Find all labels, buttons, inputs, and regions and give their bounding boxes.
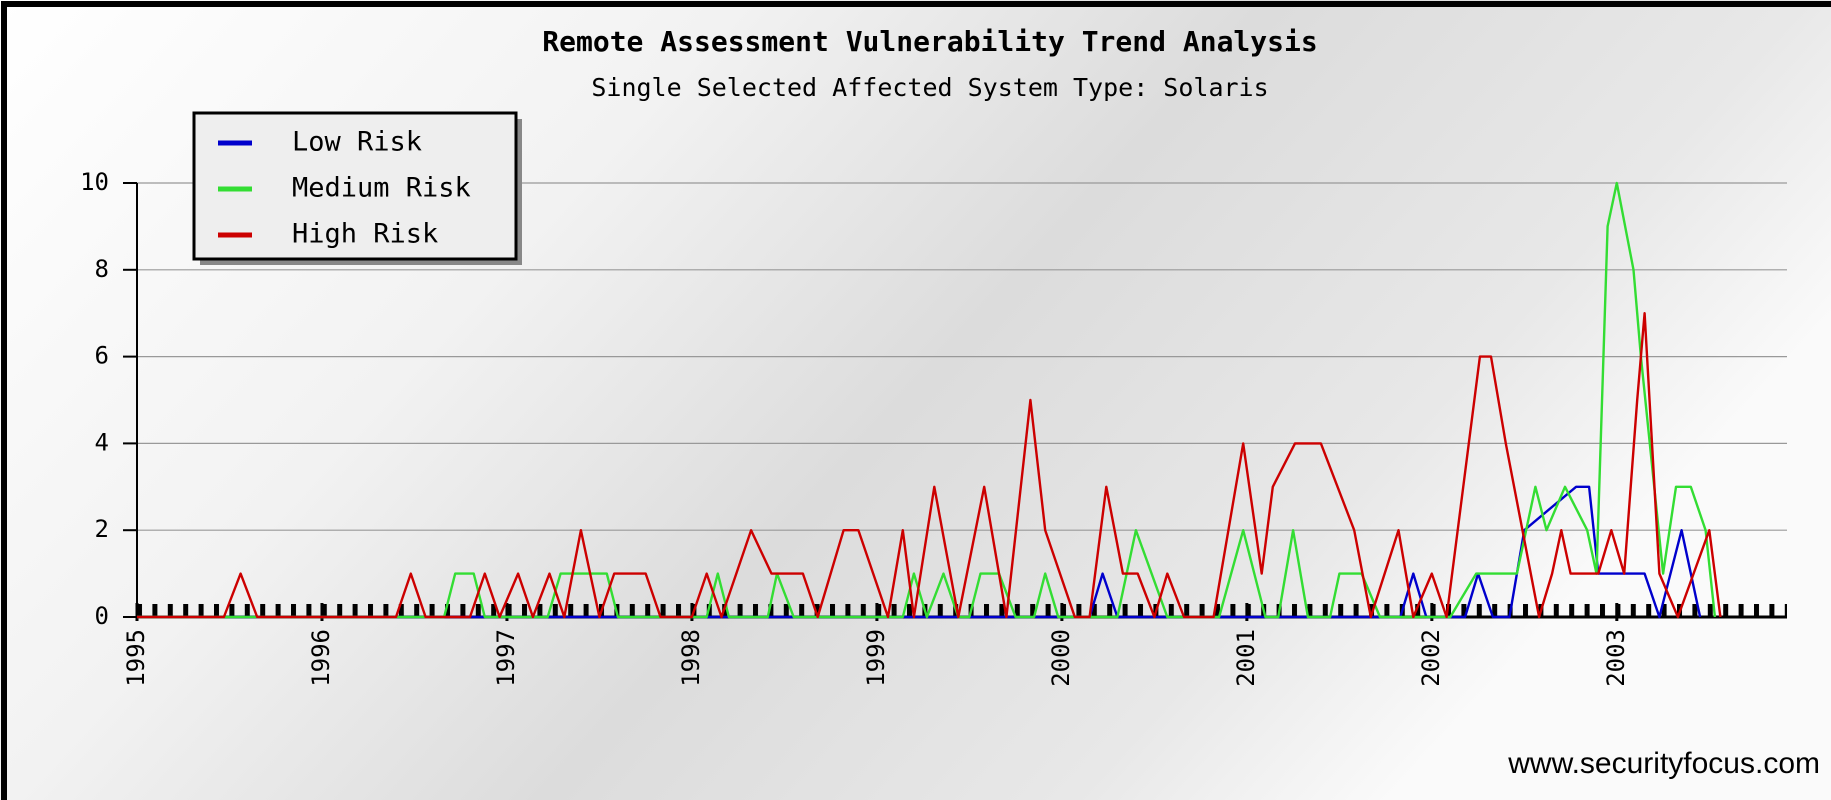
chart-title: Remote Assessment Vulnerability Trend An… [542, 25, 1317, 58]
legend-label: Low Risk [292, 127, 422, 158]
y-tick-label: 4 [95, 428, 109, 456]
legend-label: High Risk [292, 219, 438, 250]
y-tick-label: 10 [80, 168, 109, 196]
legend-label: Medium Risk [292, 173, 471, 204]
x-tick-label: 2000 [1047, 629, 1075, 687]
source: www.securityfocus.com [1507, 747, 1820, 780]
x-tick-label: 1998 [677, 629, 705, 687]
chart: Remote Assessment Vulnerability Trend An… [0, 0, 1831, 800]
y-tick-label: 0 [95, 602, 109, 630]
page: Remote Assessment Vulnerability Trend An… [0, 0, 1831, 800]
x-tick-label: 1997 [492, 629, 520, 687]
x-tick-label: 1999 [862, 629, 890, 687]
x-tick-label: 1995 [122, 629, 150, 687]
x-tick-label: 2001 [1232, 629, 1260, 687]
y-tick-label: 6 [95, 342, 109, 370]
legend: Low Risk Medium Risk High Risk [194, 113, 522, 265]
chart-subtitle: Single Selected Affected System Type: So… [591, 73, 1268, 102]
x-tick-label: 2002 [1417, 629, 1445, 687]
y-tick-label: 8 [95, 255, 109, 283]
x-tick-label: 2003 [1602, 629, 1630, 687]
y-tick-label: 2 [95, 515, 109, 543]
x-tick-label: 1996 [307, 629, 335, 687]
